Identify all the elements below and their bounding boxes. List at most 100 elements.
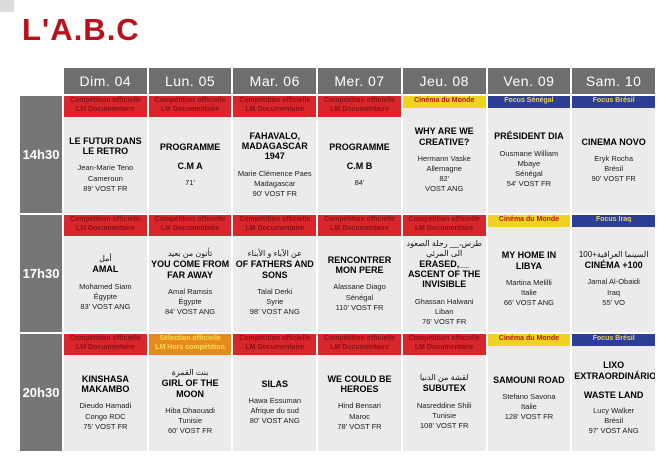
festival-section-label: LM Documentaire xyxy=(245,224,305,232)
day-header-ven-09: Ven. 09 xyxy=(487,68,571,94)
film-info: SAMOUNI ROAD Stefano Savona Italie 128' VOS… xyxy=(488,347,571,451)
corner-artifact xyxy=(0,0,14,12)
film-title-arabic: تأتون من بعيد xyxy=(167,249,213,259)
festival-section-banner: Compétition officielle LM Documentaire xyxy=(148,215,232,236)
film-detail-line: 98' VOST ANG xyxy=(249,307,300,317)
festival-section-banner: Cinéma du Monde xyxy=(487,334,571,346)
film-detail-line: Brésil xyxy=(604,416,624,426)
day-header-lun-05: Lun. 05 xyxy=(148,68,232,94)
film-info: WE COULD BE HEROES Hind Bensari Maroc 78' V… xyxy=(318,356,401,452)
film-detail-line: Tunisie xyxy=(432,410,457,420)
film-cell: Compétition officielle LM Documentaire LE … xyxy=(64,96,147,213)
festival-section-label: Cinéma du Monde xyxy=(498,335,560,342)
time-label-20h30: 20h30 xyxy=(20,334,62,451)
festival-section-label: Focus Iraq xyxy=(595,216,632,223)
film-details: Hermann Vaske Allemagne 82' VOST ANG xyxy=(405,154,484,195)
film-info: السينما العراقية+100 CINÉMA +100 Jamal Al-… xyxy=(572,228,655,332)
festival-section-banner: Compétition officielle LM Documentaire xyxy=(64,334,147,355)
film-details: Mohamed Siam Égypte 83' VOST ANG xyxy=(66,282,145,312)
time-label-17h30: 17h30 xyxy=(20,215,62,332)
film-title: SUBUTEX xyxy=(422,383,466,394)
film-detail-line: 97' VOST ANG xyxy=(588,426,639,436)
day-header-sam-10: Sam. 10 xyxy=(572,68,655,94)
film-cell: Compétition officielle LM Documentaire WE … xyxy=(318,334,401,451)
film-subtitle: WASTE LAND xyxy=(583,389,644,400)
film-detail-line: 82' xyxy=(439,174,450,184)
festival-section-banner: Cinéma du Monde xyxy=(487,215,571,227)
film-info: KINSHASA MAKAMBO Dieudo Hamadi Congo RDC 75… xyxy=(64,356,147,452)
film-detail-line: Égypte xyxy=(178,297,202,307)
film-title: GIRL OF THE MOON xyxy=(161,378,219,399)
film-detail-line: 84' xyxy=(354,177,365,187)
film-title: PROGRAMME xyxy=(159,141,221,152)
film-details: Ousmane William Mbaye Sénégal 54' VOST FR xyxy=(490,149,569,190)
grid-corner-spacer xyxy=(20,68,62,94)
time-label-14h30: 14h30 xyxy=(20,96,62,213)
festival-section-banner: Compétition officielle LM Documentaire xyxy=(402,334,486,355)
film-cell: Cinéma du Monde WHY ARE WE CREATIVE? Herma… xyxy=(402,96,486,213)
festival-section-banner: Compétition officielle LM Documentaire xyxy=(148,96,232,117)
film-title: AMAL xyxy=(92,264,119,275)
film-details: 84' xyxy=(320,178,399,188)
festival-section-label: Compétition officielle xyxy=(154,97,226,104)
film-detail-line: 90' VOST FR xyxy=(252,188,297,198)
film-details: Eryk Rocha Brésil 90' VOST FR xyxy=(574,154,653,184)
film-detail-line: 71' xyxy=(185,177,195,187)
festival-section-banner: Compétition officielle LM Documentaire xyxy=(318,96,401,117)
film-info: PROGRAMME C.M B 84' xyxy=(318,118,401,214)
film-info: SILAS Hawa Essuman Afrique du sud 80' VOST … xyxy=(233,356,316,452)
film-title-arabic: بنت القمرة xyxy=(171,368,209,378)
film-detail-line: Jean-Marie Teno xyxy=(77,163,134,173)
film-info: MY HOME IN LIBYA Martina Melilli Italie 66'… xyxy=(488,228,571,332)
film-detail-line: Lucy Walker xyxy=(593,406,635,416)
film-detail-line: Marie Clémence Paes xyxy=(237,168,312,178)
festival-section-banner: Sélection officielle LM Hors compétition xyxy=(148,334,232,355)
film-detail-line: VOST ANG xyxy=(425,184,464,194)
film-info: عن الآباء و الأبناء OF FATHERS AND SONS Ta… xyxy=(233,237,316,333)
film-title-arabic: السينما العراقية+100 xyxy=(578,249,649,259)
film-detail-line: Amal Ramsis xyxy=(167,287,213,296)
film-detail-line: Nasreddine Shili xyxy=(416,400,472,410)
film-title: YOU COME FROM FAR AWAY xyxy=(151,259,230,280)
film-details: 71' xyxy=(151,178,230,188)
festival-section-banner: Compétition officielle LM Documentaire xyxy=(233,96,317,117)
film-title: LIXO EXTRAORDINÁRIO xyxy=(574,360,655,381)
festival-section-label: LM Documentaire xyxy=(75,224,135,232)
festival-section-banner: Focus Sénégal xyxy=(487,96,571,108)
film-cell: Focus Iraq السينما العراقية+100 CINÉMA +10… xyxy=(572,215,655,332)
festival-section-label: Compétition officielle xyxy=(408,216,480,223)
festival-section-banner: Compétition officielle LM Documentaire xyxy=(318,215,401,236)
festival-section-banner: Compétition officielle LM Documentaire xyxy=(64,215,147,236)
festival-section-label: LM Documentaire xyxy=(330,105,389,113)
film-detail-line: Dieudo Hamadi xyxy=(79,401,132,411)
film-cell: Cinéma du Monde MY HOME IN LIBYA Martina M… xyxy=(487,215,571,332)
film-detail-line: Tunisie xyxy=(178,416,203,426)
film-title-arabic: طرس،__ رحلة الصعود الى المرئي xyxy=(406,239,482,258)
film-info: WHY ARE WE CREATIVE? Hermann Vaske Allemag… xyxy=(403,109,486,213)
film-detail-line: Allemagne xyxy=(426,164,462,174)
day-header-mar-06: Mar. 06 xyxy=(233,68,317,94)
film-details: Hawa Essuman Afrique du sud 80' VOST ANG xyxy=(235,396,314,426)
film-detail-line: Hind Bensari xyxy=(338,401,381,411)
festival-section-label: Compétition officielle xyxy=(323,216,396,223)
festival-section-banner: Focus Brésil xyxy=(572,96,655,108)
film-detail-line: 76' VOST FR xyxy=(422,317,467,327)
film-detail-line: Hawa Essuman xyxy=(248,396,302,406)
film-detail-line: Martina Melilli xyxy=(506,278,552,288)
film-details: Marie Clémence Paes Madagascar 90' VOST FR xyxy=(235,169,314,199)
film-detail-line: Eryk Rocha xyxy=(594,153,634,163)
film-detail-line: Jamal Al-Obaidi xyxy=(587,277,640,287)
festival-section-label: LM Documentaire xyxy=(330,343,389,351)
film-detail-line: Sénégal xyxy=(345,292,374,302)
film-cell: Compétition officielle LM Documentaire تأت… xyxy=(148,215,232,332)
film-subtitle: C.M B xyxy=(346,161,373,172)
film-info: PROGRAMME C.M A 71' xyxy=(149,118,232,214)
festival-section-label: Compétition officielle xyxy=(323,335,396,342)
film-title: SILAS xyxy=(261,378,289,389)
film-title: RENCONTRER MON PERE xyxy=(327,254,392,276)
film-detail-line: 90' VOST FR xyxy=(591,174,636,184)
film-title-arabic: لقشة من الدنيا xyxy=(419,373,469,383)
festival-section-banner: Focus Brésil xyxy=(572,334,655,346)
film-title: CINEMA NOVO xyxy=(581,136,646,147)
festival-section-banner: Focus Iraq xyxy=(572,215,655,227)
